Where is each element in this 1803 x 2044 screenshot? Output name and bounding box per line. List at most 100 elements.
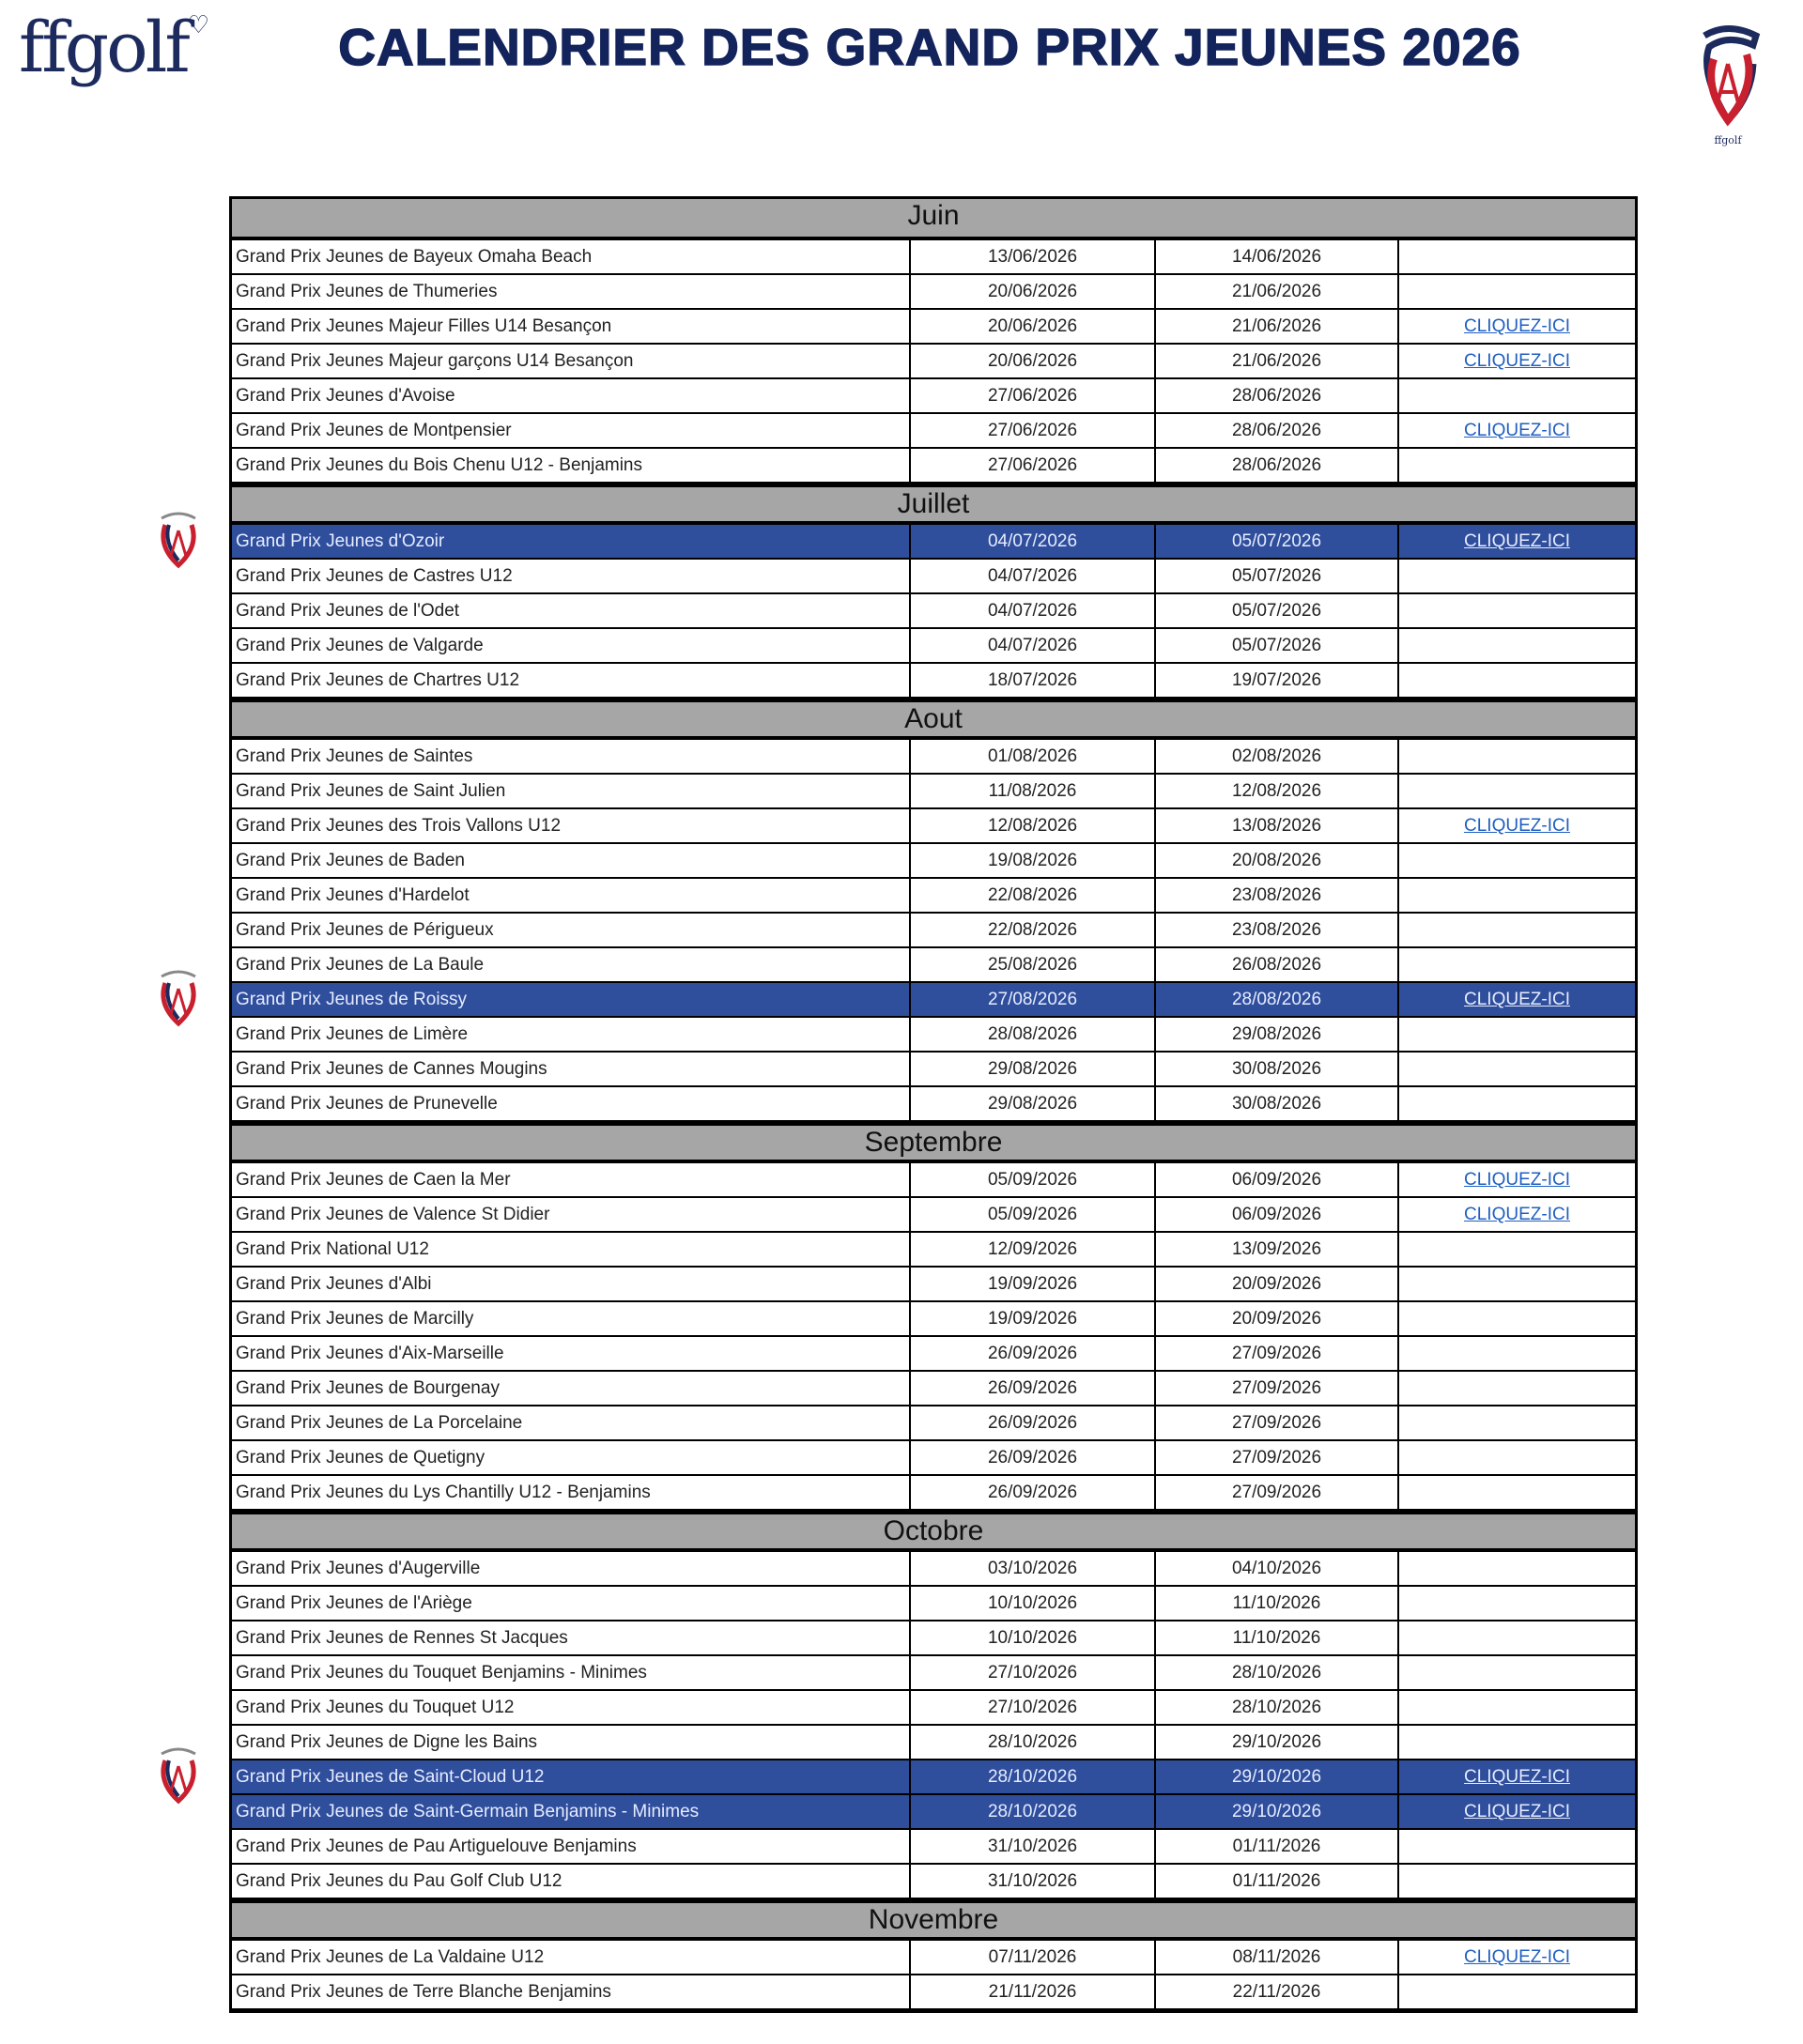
start-date: 22/08/2026 bbox=[911, 914, 1156, 946]
end-date: 21/06/2026 bbox=[1156, 345, 1399, 377]
start-date: 07/11/2026 bbox=[911, 1941, 1156, 1974]
start-date: 10/10/2026 bbox=[911, 1621, 1156, 1654]
table-row: Grand Prix Jeunes de Caen la Mer 05/09/20… bbox=[232, 1163, 1635, 1198]
end-date: 05/07/2026 bbox=[1156, 560, 1399, 592]
start-date: 25/08/2026 bbox=[911, 948, 1156, 981]
table-row: Grand Prix Jeunes d'Avoise 27/06/2026 28/0… bbox=[232, 379, 1635, 414]
cliquez-ici-link[interactable]: CLIQUEZ-ICI bbox=[1464, 531, 1570, 551]
start-date: 27/10/2026 bbox=[911, 1691, 1156, 1724]
table-row: Grand Prix Jeunes de Saint-Cloud U12 28/1… bbox=[232, 1760, 1635, 1795]
end-date: 29/10/2026 bbox=[1156, 1726, 1399, 1759]
month-header-juillet: Juillet bbox=[232, 484, 1635, 525]
cliquez-ici-link[interactable]: CLIQUEZ-ICI bbox=[1464, 1767, 1570, 1787]
end-date: 05/07/2026 bbox=[1156, 594, 1399, 627]
event-name: Grand Prix Jeunes d'Aix-Marseille bbox=[232, 1337, 911, 1370]
end-date: 11/10/2026 bbox=[1156, 1587, 1399, 1620]
cliquez-ici-link[interactable]: CLIQUEZ-ICI bbox=[1464, 316, 1570, 336]
table-row: Grand Prix Jeunes de Roissy 27/08/2026 28/… bbox=[232, 983, 1635, 1018]
start-date: 20/06/2026 bbox=[911, 345, 1156, 377]
link-cell bbox=[1399, 1018, 1635, 1051]
start-date: 04/07/2026 bbox=[911, 629, 1156, 662]
event-name: Grand Prix Jeunes de l'Ariège bbox=[232, 1587, 911, 1620]
link-cell: CLIQUEZ-ICI bbox=[1399, 310, 1635, 343]
month-header-octobre: Octobre bbox=[232, 1511, 1635, 1552]
month-header-aout: Aout bbox=[232, 699, 1635, 740]
start-date: 19/08/2026 bbox=[911, 844, 1156, 877]
link-cell bbox=[1399, 1975, 1635, 2008]
cliquez-ici-link[interactable]: CLIQUEZ-ICI bbox=[1464, 1205, 1570, 1224]
cliquez-ici-link[interactable]: CLIQUEZ-ICI bbox=[1464, 816, 1570, 836]
cliquez-ici-link[interactable]: CLIQUEZ-ICI bbox=[1464, 1947, 1570, 1967]
event-name: Grand Prix Jeunes d'Albi bbox=[232, 1268, 911, 1300]
svg-text:ffgolf: ffgolf bbox=[1714, 134, 1742, 146]
end-date: 28/06/2026 bbox=[1156, 379, 1399, 412]
start-date: 26/09/2026 bbox=[911, 1476, 1156, 1509]
link-cell bbox=[1399, 1691, 1635, 1724]
table-row: Grand Prix Jeunes de Prunevelle 29/08/202… bbox=[232, 1087, 1635, 1122]
event-name: Grand Prix Jeunes de Digne les Bains bbox=[232, 1726, 911, 1759]
end-date: 30/08/2026 bbox=[1156, 1087, 1399, 1120]
heart-icon: ♡ bbox=[187, 11, 209, 39]
event-name: Grand Prix Jeunes de Cannes Mougins bbox=[232, 1053, 911, 1085]
table-row: Grand Prix Jeunes de Périgueux 22/08/2026… bbox=[232, 914, 1635, 948]
event-name: Grand Prix Jeunes de Pau Artiguelouve Be… bbox=[232, 1830, 911, 1863]
link-cell: CLIQUEZ-ICI bbox=[1399, 414, 1635, 447]
table-row: Grand Prix Jeunes de Baden 19/08/2026 20/0… bbox=[232, 844, 1635, 879]
table-row: Grand Prix Jeunes de Saint Julien 11/08/2… bbox=[232, 775, 1635, 809]
start-date: 18/07/2026 bbox=[911, 664, 1156, 697]
link-cell bbox=[1399, 1441, 1635, 1474]
link-cell: CLIQUEZ-ICI bbox=[1399, 983, 1635, 1016]
link-cell bbox=[1399, 664, 1635, 697]
start-date: 29/08/2026 bbox=[911, 1087, 1156, 1120]
end-date: 27/09/2026 bbox=[1156, 1406, 1399, 1439]
event-name: Grand Prix Jeunes de Bayeux Omaha Beach bbox=[232, 240, 911, 273]
end-date: 06/09/2026 bbox=[1156, 1163, 1399, 1196]
end-date: 08/11/2026 bbox=[1156, 1941, 1399, 1974]
event-name: Grand Prix Jeunes de Baden bbox=[232, 844, 911, 877]
cliquez-ici-link[interactable]: CLIQUEZ-ICI bbox=[1464, 1802, 1570, 1821]
link-cell bbox=[1399, 1830, 1635, 1863]
event-name: Grand Prix Jeunes de l'Odet bbox=[232, 594, 911, 627]
link-cell bbox=[1399, 1656, 1635, 1689]
cliquez-ici-link[interactable]: CLIQUEZ-ICI bbox=[1464, 990, 1570, 1009]
link-cell bbox=[1399, 594, 1635, 627]
start-date: 05/09/2026 bbox=[911, 1163, 1156, 1196]
event-name: Grand Prix Jeunes d'Hardelot bbox=[232, 879, 911, 912]
event-name: Grand Prix Jeunes d'Avoise bbox=[232, 379, 911, 412]
link-cell: CLIQUEZ-ICI bbox=[1399, 525, 1635, 558]
table-row: Grand Prix Jeunes d'Hardelot 22/08/2026 23… bbox=[232, 879, 1635, 914]
start-date: 05/09/2026 bbox=[911, 1198, 1156, 1231]
end-date: 19/07/2026 bbox=[1156, 664, 1399, 697]
start-date: 03/10/2026 bbox=[911, 1552, 1156, 1585]
ligue-crest-icon bbox=[161, 970, 196, 1027]
cliquez-ici-link[interactable]: CLIQUEZ-ICI bbox=[1464, 351, 1570, 371]
link-cell: CLIQUEZ-ICI bbox=[1399, 1198, 1635, 1231]
table-row: Grand Prix Jeunes de Montpensier 27/06/20… bbox=[232, 414, 1635, 449]
end-date: 13/09/2026 bbox=[1156, 1233, 1399, 1266]
link-cell bbox=[1399, 275, 1635, 308]
start-date: 21/11/2026 bbox=[911, 1975, 1156, 2008]
table-row: Grand Prix Jeunes de Bayeux Omaha Beach 1… bbox=[232, 240, 1635, 275]
link-cell bbox=[1399, 1302, 1635, 1335]
table-row: Grand Prix Jeunes de Saint-Germain Benja… bbox=[232, 1795, 1635, 1830]
start-date: 19/09/2026 bbox=[911, 1302, 1156, 1335]
table-row: Grand Prix Jeunes du Touquet Benjamins -… bbox=[232, 1656, 1635, 1691]
link-cell bbox=[1399, 879, 1635, 912]
table-row: Grand Prix Jeunes de Castres U12 04/07/20… bbox=[232, 560, 1635, 594]
table-row: Grand Prix Jeunes de Pau Artiguelouve Be… bbox=[232, 1830, 1635, 1865]
event-name: Grand Prix Jeunes de Roissy bbox=[232, 983, 911, 1016]
event-name: Grand Prix Jeunes de Terre Blanche Benja… bbox=[232, 1975, 911, 2008]
cliquez-ici-link[interactable]: CLIQUEZ-ICI bbox=[1464, 421, 1570, 440]
event-name: Grand Prix Jeunes de Marcilly bbox=[232, 1302, 911, 1335]
cliquez-ici-link[interactable]: CLIQUEZ-ICI bbox=[1464, 1170, 1570, 1190]
event-name: Grand Prix Jeunes de La Valdaine U12 bbox=[232, 1941, 911, 1974]
table-row: Grand Prix Jeunes de Saintes 01/08/2026 02… bbox=[232, 740, 1635, 775]
end-date: 28/10/2026 bbox=[1156, 1691, 1399, 1724]
start-date: 28/10/2026 bbox=[911, 1726, 1156, 1759]
event-name: Grand Prix Jeunes de Prunevelle bbox=[232, 1087, 911, 1120]
event-name: Grand Prix Jeunes du Lys Chantilly U12 -… bbox=[232, 1476, 911, 1509]
ligue-crest-icon bbox=[161, 512, 196, 569]
event-name: Grand Prix Jeunes des Trois Vallons U12 bbox=[232, 809, 911, 842]
start-date: 11/08/2026 bbox=[911, 775, 1156, 807]
month-header-novembre: Novembre bbox=[232, 1899, 1635, 1941]
